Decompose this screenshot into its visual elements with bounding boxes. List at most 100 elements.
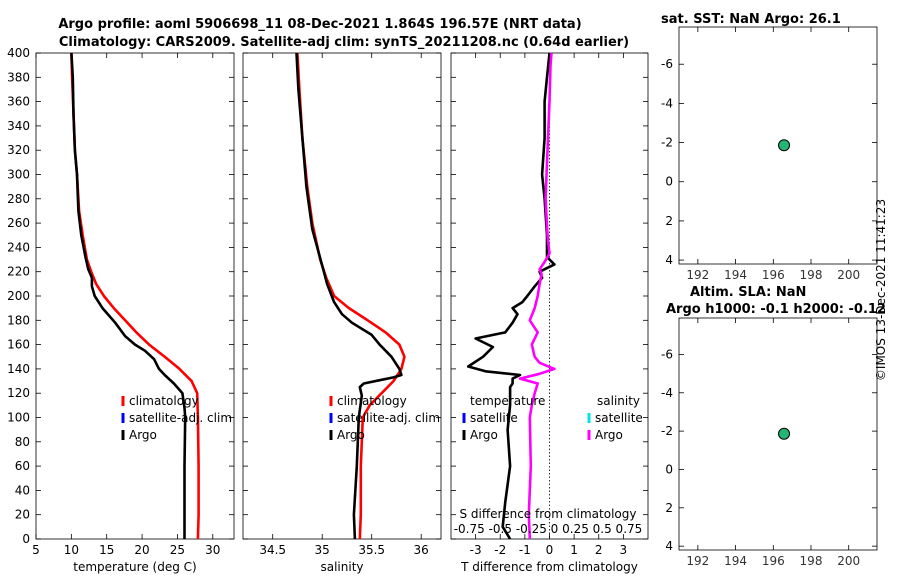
temperature-legend-argo-label: Argo — [129, 428, 157, 442]
temperature-xtick-label: 5 — [32, 543, 40, 557]
salinity-legend-argo-label: Argo — [337, 428, 365, 442]
sla-ytick-label: -6 — [661, 347, 673, 361]
temperature-xtick-label: 15 — [99, 543, 114, 557]
temperature-ytick-label: 180 — [7, 313, 30, 327]
temperature-xtick-label: 20 — [134, 543, 149, 557]
difference-xtick-label: 0 — [546, 543, 554, 557]
sst-ytick-label: -2 — [661, 136, 673, 150]
temperature-ytick-label: 40 — [15, 483, 30, 497]
difference-series-t-difference-argo- — [466, 52, 556, 540]
salinity-xlabel: salinity — [320, 560, 363, 574]
temperature-ytick-label: 200 — [7, 289, 30, 303]
temperature-ytick-label: 300 — [7, 168, 30, 182]
temperature-ytick-label: 80 — [15, 435, 30, 449]
difference-series-s-difference-argo- — [518, 52, 556, 540]
temperature-ytick-label: 100 — [7, 411, 30, 425]
temperature-panel: 5 10 15 20 25 3002040608010012014016018020022… — [7, 46, 235, 574]
temperature-ytick-label: 320 — [7, 143, 30, 157]
difference-xtick-label: 2 — [595, 543, 603, 557]
temperature-series-argo — [70, 52, 187, 539]
difference-s-axis-ticks: -0.75 -0.5 -0.25 0 0.25 0.5 0.75 — [454, 522, 643, 536]
sla-ytick-label: -4 — [661, 386, 673, 400]
difference-panel: -3 -2 -1 0 1 2 3 T difference from climatology S… — [450, 52, 649, 574]
sst-axes-box — [678, 26, 878, 265]
sst-ytick-label: -6 — [661, 57, 673, 71]
difference-legend-temperature-title: temperature — [470, 394, 545, 408]
sla-argo-point — [778, 427, 791, 440]
sla-xtick-label: 200 — [837, 554, 860, 568]
sla-ytick-label: 0 — [665, 462, 673, 476]
sst-panel: 192 194 196 198 200 4 2 0 -2 -4 -6 — [661, 26, 878, 282]
temperature-series-climatology — [70, 52, 200, 540]
salinity-legend-satellite-label: satellite-adj. clim — [337, 411, 440, 425]
figure-title-line1: Argo profile: aoml 5906698_11 08-Dec-202… — [58, 17, 581, 32]
salinity-xtick-label: 36 — [414, 543, 429, 557]
sst-panel-title: sat. SST: NaN Argo: 26.1 — [661, 12, 841, 27]
temperature-ytick-label: 280 — [7, 192, 30, 206]
sla-axes-box — [678, 317, 878, 551]
temperature-ytick-label: 240 — [7, 240, 30, 254]
temperature-ytick-label: 120 — [7, 386, 30, 400]
difference-xtick-label: -3 — [470, 543, 482, 557]
difference-xtick-label: 1 — [570, 543, 578, 557]
temperature-ytick-label: 260 — [7, 216, 30, 230]
temperature-xlabel: temperature (deg C) — [73, 560, 196, 574]
temperature-ytick-label: 340 — [7, 119, 30, 133]
salinity-xtick-label: 35 — [315, 543, 330, 557]
temperature-legend-climatology-label: climatology — [129, 394, 199, 408]
difference-legend-s-satellite-label: satellite — [595, 411, 643, 425]
temperature-ytick-label: 140 — [7, 362, 30, 376]
difference-legend-t-argo-label: Argo — [470, 428, 498, 442]
sst-xtick-label: 200 — [837, 268, 860, 282]
sst-ytick-label: -4 — [661, 96, 673, 110]
temperature-legend-satellite-label: satellite-adj. clim — [129, 411, 232, 425]
salinity-series-argo — [295, 52, 403, 540]
difference-legend-t-satellite-label: satellite — [470, 411, 518, 425]
sst-xtick-label: 196 — [762, 268, 785, 282]
temperature-ytick-label: 380 — [7, 70, 30, 84]
sst-xtick-label: 192 — [686, 268, 709, 282]
temperature-xtick-label: 30 — [205, 543, 220, 557]
salinity-xtick-label: 34.5 — [259, 543, 286, 557]
difference-s-axis-label: S difference from climatology — [460, 507, 637, 521]
sst-xtick-label: 194 — [724, 268, 747, 282]
sla-panel: 192 194 196 198 200 4 2 0 -2 -4 -6 — [661, 317, 878, 568]
figure-title-line2: Climatology: CARS2009. Satellite-adj cli… — [59, 35, 629, 50]
sla-xtick-label: 198 — [800, 554, 823, 568]
difference-xlabel: T difference from climatology — [460, 560, 638, 574]
temperature-ytick-label: 360 — [7, 95, 30, 109]
temperature-ytick-label: 400 — [7, 46, 30, 60]
salinity-xtick-label: 35.5 — [358, 543, 385, 557]
difference-legend-s-argo-label: Argo — [595, 428, 623, 442]
difference-xtick-label: -2 — [494, 543, 506, 557]
difference-xtick-label: 3 — [620, 543, 628, 557]
temperature-ytick-label: 60 — [15, 459, 30, 473]
difference-legend-salinity-title: salinity — [597, 394, 640, 408]
sla-ytick-label: 4 — [665, 539, 673, 553]
sst-ytick-label: 4 — [665, 253, 673, 267]
sst-ytick-label: 2 — [665, 214, 673, 228]
sla-panel-title-line2: Argo h1000: -0.1 h2000: -0.12 — [666, 302, 886, 317]
salinity-legend-climatology-label: climatology — [337, 394, 407, 408]
sla-ytick-label: 2 — [665, 501, 673, 515]
sla-xtick-label: 194 — [724, 554, 747, 568]
imos-timestamp-stamp: ©IMOS 13-Dec-2021 11:41:23 — [874, 198, 888, 382]
temperature-xtick-label: 25 — [170, 543, 185, 557]
sla-xtick-label: 196 — [762, 554, 785, 568]
sla-panel-title-line1: Altim. SLA: NaN — [690, 285, 806, 300]
temperature-axes-box — [35, 52, 235, 540]
sla-xtick-label: 192 — [686, 554, 709, 568]
sst-ytick-label: 0 — [665, 175, 673, 189]
sst-argo-point — [778, 139, 791, 152]
temperature-ytick-label: 160 — [7, 338, 30, 352]
salinity-series-climatology — [296, 52, 406, 540]
temperature-ytick-label: 220 — [7, 265, 30, 279]
temperature-xtick-label: 10 — [64, 543, 79, 557]
temperature-ytick-label: 0 — [22, 532, 30, 546]
difference-xtick-label: -1 — [519, 543, 531, 557]
temperature-ytick-label: 20 — [15, 508, 30, 522]
sst-xtick-label: 198 — [800, 268, 823, 282]
salinity-panel: 34.5 35 35.5 36 salinity climatology satellite… — [242, 52, 442, 574]
salinity-axes-box — [242, 52, 442, 540]
